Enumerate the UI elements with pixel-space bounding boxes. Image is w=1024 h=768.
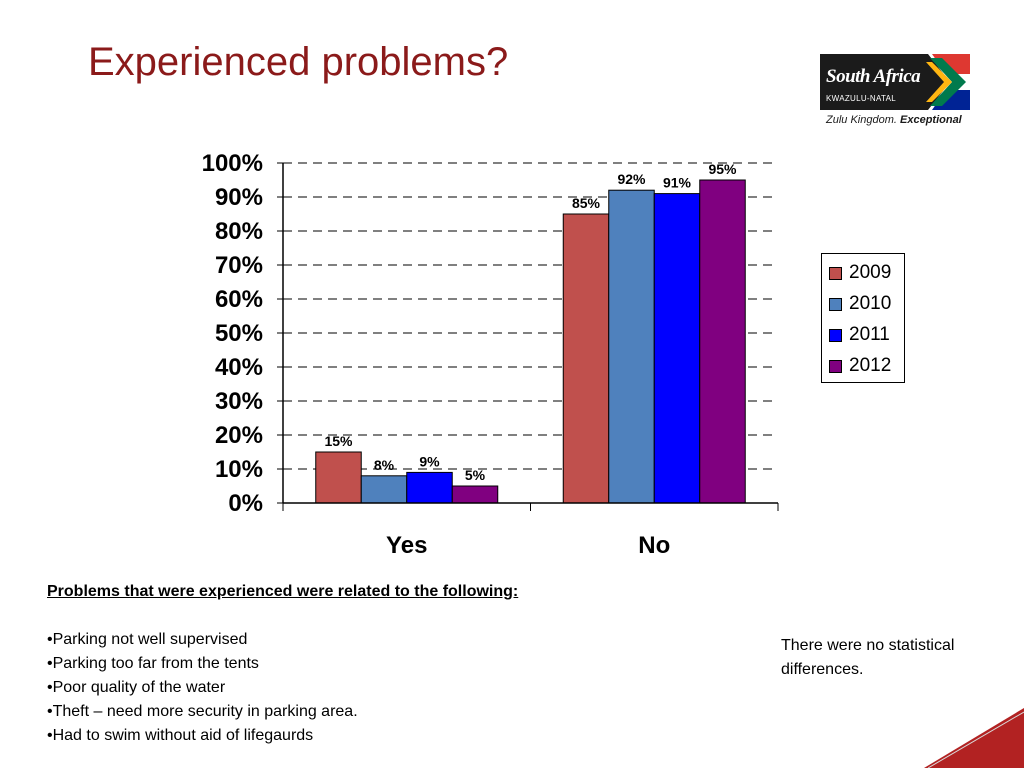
bar-no-2011: [653, 193, 701, 504]
problems-section: Problems that were experienced were rela…: [47, 580, 518, 748]
legend-item: 2012: [829, 355, 891, 377]
x-tick-label: No: [638, 532, 670, 559]
legend-label: 2012: [849, 355, 892, 376]
x-axis-labels: Yes No: [386, 532, 670, 559]
logo-wordmark: South Africa: [826, 66, 921, 87]
y-tick-label: 60%: [215, 286, 263, 313]
logo-tagline-b: Exceptional: [900, 114, 962, 126]
chart-data-labels: 15% 8% 9% 5% 85% 92% 91% 95%: [324, 161, 737, 483]
data-label: 15%: [324, 433, 353, 449]
data-label: 8%: [374, 457, 395, 473]
y-tick-label: 40%: [215, 354, 263, 381]
chart-axes: [282, 163, 779, 511]
problem-item: •Parking not well supervised: [47, 631, 248, 648]
logo-flag-block: South Africa KWAZULU-NATAL: [820, 54, 970, 110]
problem-item: •Parking too far from the tents: [47, 655, 259, 672]
problems-list: •Parking not well supervised •Parking to…: [47, 628, 518, 748]
legend-swatch: [829, 328, 842, 342]
logo-tagline-a: Zulu Kingdom.: [826, 114, 897, 126]
bar-no-2012: [699, 179, 746, 504]
logo-tagline: Zulu Kingdom. Exceptional: [826, 114, 962, 126]
chart-bars: [315, 179, 746, 504]
legend-item: 2011: [829, 324, 890, 346]
problems-heading: Problems that were experienced were rela…: [47, 583, 519, 600]
slide-title: Experienced problems?: [88, 40, 509, 84]
statistical-note: There were no statistical differences.: [781, 637, 955, 678]
y-tick-label: 50%: [215, 320, 263, 347]
legend-item: 2009: [829, 262, 891, 284]
data-label: 5%: [465, 467, 486, 483]
chart-legend: 2009 2010 2011 2012: [821, 253, 905, 383]
data-label: 85%: [572, 195, 601, 211]
bar-yes-2010: [360, 475, 408, 504]
sa-flag-graphic: [820, 54, 970, 110]
bar-yes-2011: [406, 471, 453, 504]
legend-label: 2009: [849, 262, 892, 283]
bar-yes-2012: [451, 485, 499, 504]
y-tick-label: 70%: [215, 252, 263, 279]
x-tick-label: Yes: [386, 532, 427, 559]
legend-swatch: [829, 297, 842, 311]
logo-region: KWAZULU-NATAL: [826, 94, 896, 103]
legend-label: 2011: [849, 324, 890, 345]
y-tick-label: 20%: [215, 422, 263, 449]
legend-swatch: [829, 359, 842, 373]
legend-label: 2010: [849, 293, 892, 314]
y-tick-label: 10%: [215, 456, 263, 483]
legend-swatch: [829, 266, 842, 280]
problem-item: •Had to swim without aid of lifegaurds: [47, 727, 314, 744]
y-tick-label: 90%: [215, 184, 263, 211]
data-label: 95%: [708, 161, 737, 177]
problem-item: •Theft – need more security in parking a…: [47, 703, 358, 720]
y-tick-label: 100%: [202, 150, 263, 177]
y-tick-label: 30%: [215, 388, 263, 415]
legend-item: 2010: [829, 293, 891, 315]
bar-no-2010: [608, 189, 655, 504]
y-tick-label: 0%: [228, 490, 263, 517]
y-tick-label: 80%: [215, 218, 263, 245]
data-label: 92%: [617, 171, 646, 187]
data-label: 91%: [663, 175, 692, 191]
south-africa-logo: South Africa KWAZULU-NATAL Zulu Kingdom.…: [820, 54, 970, 130]
problem-item: •Poor quality of the water: [47, 679, 226, 696]
bar-no-2009: [562, 213, 610, 504]
bar-yes-2009: [315, 451, 362, 504]
y-axis-ticks: 0% 10% 20% 30% 40% 50% 60% 70% 80% 90% 100%: [202, 150, 283, 517]
data-label: 9%: [419, 453, 440, 469]
